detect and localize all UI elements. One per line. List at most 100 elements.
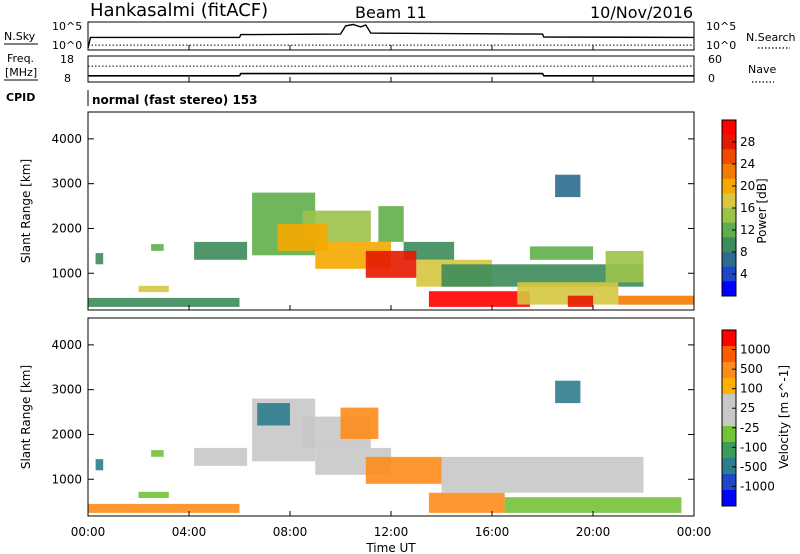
power-ylabel: Slant Range [km]	[19, 159, 33, 263]
nsearch-label: N.Search	[746, 31, 796, 44]
freq-tick-top: 18	[60, 53, 74, 66]
power-data-cell	[555, 174, 581, 198]
power-data-cell	[441, 264, 644, 287]
power-ytick-label: 3000	[51, 177, 82, 191]
power-data-cell	[151, 244, 164, 251]
velocity-cbar-swatch	[722, 362, 736, 379]
nsky-tick-top: 10^5	[52, 20, 82, 33]
xtick-label: 04:00	[172, 525, 207, 539]
velocity-ytick-label: 1000	[51, 472, 82, 486]
xtick-label: 08:00	[273, 525, 308, 539]
power-ytick-label: 2000	[51, 221, 82, 235]
power-data-cell	[365, 250, 417, 278]
power-data-cell	[567, 295, 594, 307]
power-cbar-swatch	[722, 149, 736, 165]
xtick-label: 00:00	[677, 525, 712, 539]
velocity-data-cell	[194, 447, 248, 466]
xtick-label: 16:00	[475, 525, 510, 539]
power-cbar-tick-label: 28	[740, 135, 755, 149]
nave-label: Nave	[748, 63, 776, 76]
nsky-tick-bottom: 10^0	[52, 39, 82, 52]
velocity-cbar-label: Velocity [m s^-1]	[777, 365, 791, 469]
velocity-data-cell	[504, 497, 682, 513]
power-data-cell	[138, 285, 169, 293]
power-ytick-label: 4000	[51, 132, 82, 146]
velocity-data-cell	[138, 491, 169, 499]
nsearch-tick-top: 10^5	[706, 20, 736, 33]
power-ytick-label: 1000	[51, 266, 82, 280]
velocity-cbar-swatch	[722, 378, 736, 395]
nsky-series-line	[87, 23, 695, 49]
power-cbar-swatch	[722, 178, 736, 194]
power-cbar-swatch	[722, 208, 736, 224]
velocity-cbar-swatch	[722, 442, 736, 459]
beam-title: Beam 11	[355, 3, 427, 22]
power-data-cell	[378, 206, 404, 242]
velocity-cbar-tick-label: 25	[740, 401, 755, 415]
power-cbar-tick-label: 8	[740, 245, 748, 259]
nsky-label: N.Sky	[4, 30, 36, 43]
velocity-data-cell	[555, 380, 581, 404]
xtick-label: 12:00	[374, 525, 409, 539]
velocity-cbar-swatch	[722, 346, 736, 363]
power-data-cell	[88, 297, 240, 307]
velocity-data-cell	[428, 492, 505, 513]
xtick-label: 20:00	[576, 525, 611, 539]
station-title: Hankasalmi (fitACF)	[90, 0, 268, 21]
power-cbar-swatch	[722, 193, 736, 209]
velocity-ytick-label: 3000	[51, 383, 82, 397]
power-data-cell	[605, 250, 644, 283]
cpid-label: CPID	[6, 91, 35, 104]
date-title: 10/Nov/2016	[590, 3, 693, 22]
power-cbar-swatch	[722, 134, 736, 150]
cpid-text: normal (fast stereo) 153	[92, 93, 258, 107]
xtick-label: 00:00	[71, 525, 106, 539]
velocity-cbar-tick-label: 500	[740, 362, 763, 376]
velocity-cbar-swatch	[722, 426, 736, 443]
velocity-cbar-swatch	[722, 458, 736, 475]
velocity-data-cell	[340, 407, 379, 439]
power-data-cell	[194, 241, 248, 260]
velocity-ytick-label: 2000	[51, 427, 82, 441]
freq-unit: [MHz]	[5, 66, 37, 79]
power-data-cell	[529, 246, 593, 260]
velocity-data-cell	[257, 403, 290, 426]
velocity-cbar-tick-label: -100	[740, 440, 767, 454]
velocity-cbar-swatch	[722, 410, 736, 427]
power-cbar-tick-label: 16	[740, 201, 755, 215]
power-cbar-swatch	[722, 281, 736, 297]
velocity-data-cell	[88, 503, 240, 513]
power-cbar-tick-label: 12	[740, 223, 755, 237]
power-cbar-swatch	[722, 120, 736, 136]
power-cbar-swatch	[722, 237, 736, 253]
power-data-cell	[618, 295, 695, 305]
velocity-cbar-tick-label: -1000	[740, 479, 775, 493]
velocity-cbar-tick-label: 100	[740, 382, 763, 396]
power-cbar-tick-label: 4	[740, 267, 748, 281]
power-data-cell	[428, 291, 530, 307]
velocity-cbar-tick-label: 1000	[740, 343, 771, 357]
freq-tick-bottom: 8	[64, 72, 71, 85]
velocity-cbar-swatch	[722, 474, 736, 491]
velocity-ylabel: Slant Range [km]	[19, 365, 33, 469]
velocity-cbar-swatch	[722, 394, 736, 411]
nave-tick-bottom: 0	[708, 72, 715, 85]
power-cbar-tick-label: 24	[740, 157, 755, 171]
velocity-cbar-swatch	[722, 330, 736, 347]
velocity-cbar-frame	[721, 329, 737, 507]
velocity-ytick-label: 4000	[51, 338, 82, 352]
freq-label: Freq.	[7, 52, 34, 65]
velocity-cbar-swatch	[722, 490, 736, 507]
power-cbar-swatch	[722, 222, 736, 238]
velocity-data-cell	[365, 456, 442, 484]
nave-tick-top: 60	[708, 53, 722, 66]
velocity-data-cell	[95, 459, 104, 471]
power-data-cell	[95, 253, 104, 265]
x-axis-label: Time UT	[365, 541, 416, 554]
freq-series-line	[88, 72, 694, 77]
power-cbar-swatch	[722, 252, 736, 268]
power-cbar-tick-label: 20	[740, 179, 755, 193]
power-cbar-label: Power [dB]	[755, 178, 769, 243]
velocity-cbar-tick-label: -25	[740, 421, 760, 435]
